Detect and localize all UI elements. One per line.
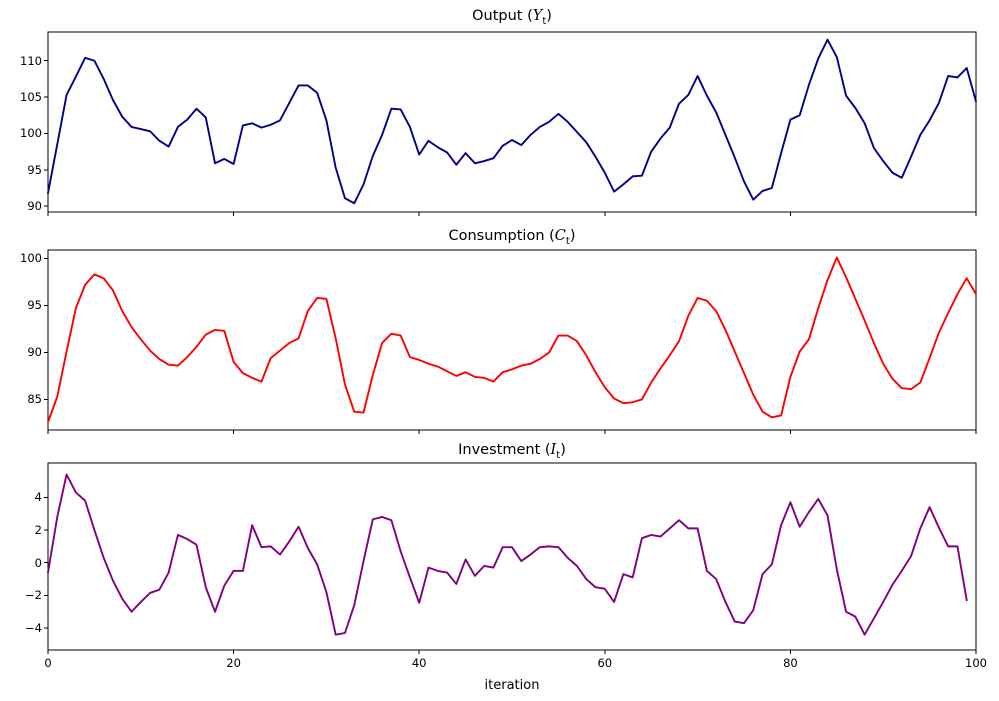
chart-1-series-line [47, 38, 977, 205]
chart-3-title-var: I [550, 442, 557, 458]
chart-2-title-var: C [554, 228, 566, 244]
x-tick-label: 100 [965, 656, 987, 670]
x-tick-label: 60 [597, 656, 613, 670]
chart-1-ytick-label: 100 [20, 126, 42, 141]
x-tick-label: 20 [226, 656, 241, 670]
chart-2-title-sub: t [565, 235, 570, 247]
chart-3-title-sub: t [556, 449, 561, 461]
chart-3-title: Investment (It) [48, 441, 976, 465]
x-tick-label: 0 [44, 656, 52, 670]
x-tick-label: 40 [411, 656, 427, 670]
chart-1-plot-box [47, 31, 977, 213]
chart-3-ytick-label: 4 [34, 490, 42, 505]
chart-1-title-suffix: ) [546, 8, 552, 24]
chart-2-ytick-label: 100 [20, 251, 42, 266]
chart-3-series-line [47, 473, 968, 636]
chart-3-ytick-label: 0 [34, 555, 42, 570]
chart-1-ytick-label: 95 [27, 162, 42, 177]
chart-2-title: Consumption (Ct) [48, 227, 976, 251]
chart-1-ytick-label: 90 [27, 199, 42, 214]
chart-1-ytick-label: 105 [20, 90, 42, 105]
chart-3-ytick-label: −2 [25, 588, 42, 603]
chart-1-title-prefix: Output ( [472, 8, 533, 24]
chart-1-title-sub: t [542, 15, 547, 27]
chart-3-plot-box [47, 462, 977, 651]
x-tick-label: 80 [783, 656, 798, 670]
chart-3-title-suffix: ) [560, 442, 566, 458]
chart-2-ytick-label: 85 [27, 392, 42, 407]
chart-3-ytick-label: −4 [25, 621, 42, 636]
chart-2-plot-box [47, 249, 977, 431]
chart-1-title: Output (Yt) [48, 7, 976, 31]
chart-2-title-prefix: Consumption ( [448, 228, 555, 244]
chart-3-title-prefix: Investment ( [458, 442, 551, 458]
chart-2-ytick-label: 95 [27, 298, 42, 313]
x-axis-label: iteration [484, 678, 540, 693]
chart-1-title-var: Y [532, 8, 543, 24]
chart-3-ytick-label: 2 [34, 523, 42, 538]
chart-2-series-line [47, 256, 977, 423]
chart-2-ytick-label: 90 [27, 345, 42, 360]
chart-2-title-suffix: ) [569, 228, 576, 244]
chart-1-ytick-label: 110 [20, 53, 42, 68]
